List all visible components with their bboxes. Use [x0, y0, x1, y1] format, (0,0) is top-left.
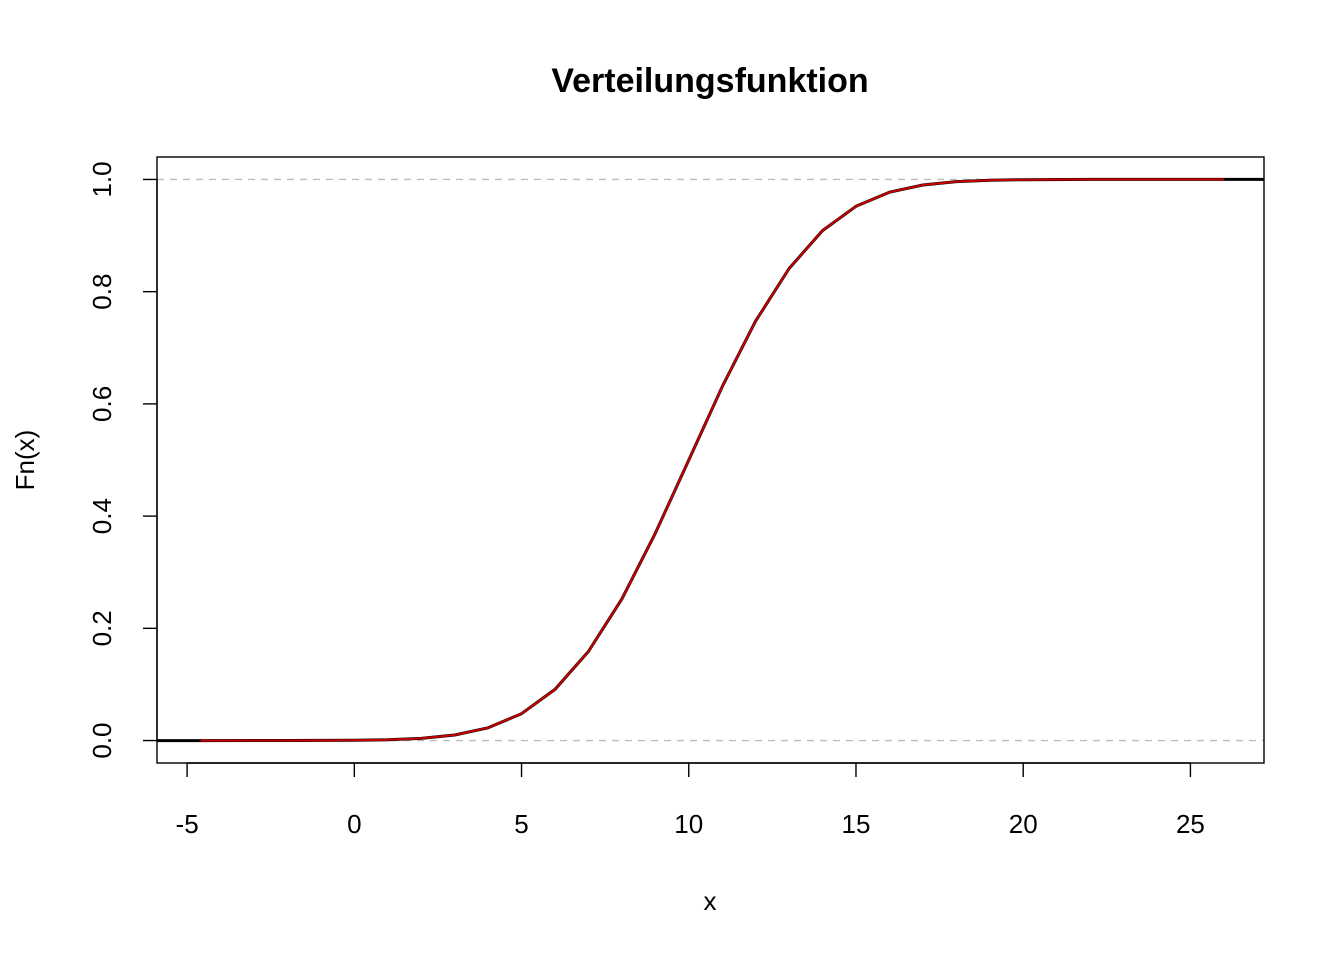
chart-title: Verteilungsfunktion: [551, 62, 868, 100]
series-line-0: [157, 177, 1264, 743]
series-group: [157, 177, 1264, 743]
x-tick-label-4: 15: [842, 809, 871, 839]
y-tick-label-1: 0.2: [87, 610, 117, 646]
series-line-1: [200, 178, 1224, 742]
y-tick-label-3: 0.6: [87, 386, 117, 422]
x-axis-title: x: [704, 886, 717, 916]
y-tick-label-0: 0.0: [87, 722, 117, 758]
y-axis-title: Fn(x): [10, 430, 40, 491]
x-tick-label-0: -5: [176, 809, 199, 839]
x-tick-label-5: 20: [1009, 809, 1038, 839]
y-tick-label-2: 0.4: [87, 498, 117, 534]
y-tick-label-5: 1.0: [87, 161, 117, 197]
plot-frame: [156, 156, 1265, 764]
y-tick-label-4: 0.8: [87, 274, 117, 310]
reference-lines: [157, 178, 1264, 742]
x-tick-label-6: 25: [1176, 809, 1205, 839]
y-axis: 0.0 0.2 0.4 0.6 0.8 1.0: [87, 161, 158, 759]
x-tick-label-3: 10: [674, 809, 703, 839]
x-tick-label-2: 5: [514, 809, 528, 839]
x-axis: -5 0 5 10 15 20 25: [176, 762, 1205, 839]
x-tick-label-1: 0: [347, 809, 361, 839]
